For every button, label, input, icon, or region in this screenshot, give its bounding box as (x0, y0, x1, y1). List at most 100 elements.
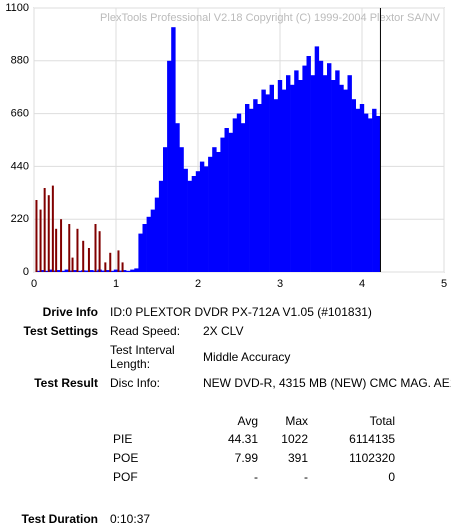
pie-bar (72, 270, 78, 272)
pie-bar (314, 46, 320, 273)
table-cell: 7.99 (234, 451, 258, 465)
pie-bar (228, 132, 233, 272)
pie-bar (113, 269, 119, 272)
x-tick-label: 2 (195, 278, 201, 290)
pie-bar (302, 65, 307, 272)
pie-bar (281, 89, 287, 272)
label: Test Interval Length: (110, 343, 175, 371)
pie-bar (126, 270, 131, 272)
pie-bar (240, 123, 246, 272)
pie-bar (318, 60, 324, 272)
pie-bar (277, 80, 283, 272)
pie-bar (343, 89, 348, 272)
pie-bar (117, 270, 123, 272)
poe-bar (47, 195, 50, 272)
x-tick-label: 5 (441, 278, 447, 290)
pie-bar (298, 80, 303, 272)
pie-bar (175, 123, 180, 272)
poe-bar (121, 262, 124, 272)
value: ID:0 PLEXTOR DVDR PX-712A V1.05 (#101831… (110, 305, 372, 319)
pie-bar (60, 270, 65, 272)
value: NEW DVD-R, 4315 MB (NEW) CMC MAG. AE1 (203, 376, 451, 390)
table-cell: 44.31 (227, 432, 258, 446)
pie-bar (331, 80, 336, 272)
pie-bar (40, 270, 45, 272)
pie-bar (286, 75, 291, 272)
x-tick-label: 1 (113, 278, 119, 290)
pie-bar (347, 75, 352, 272)
pie-bar (130, 269, 135, 272)
pie-bar (355, 108, 361, 272)
pie-bar (220, 137, 225, 272)
y-tick-label: 440 (11, 160, 29, 172)
pie-bar (183, 168, 188, 272)
pie-bar (44, 270, 49, 272)
pie-bar (171, 27, 176, 273)
pie-bar (146, 216, 151, 272)
pie-bar (269, 84, 274, 272)
poe-bar (35, 200, 38, 272)
poe-bar (109, 252, 112, 272)
poe-bar (68, 224, 71, 272)
pie-bar (208, 156, 213, 272)
table-cell: 0 (388, 470, 395, 484)
pie-bar (64, 269, 69, 272)
poe-bar (55, 228, 58, 272)
pie-bar (310, 75, 315, 272)
table-cell: 1022 (281, 432, 308, 446)
value: 2X CLV (203, 324, 244, 338)
pie-bar (204, 166, 209, 272)
pie-bar (89, 270, 94, 272)
pie-bar (68, 270, 74, 272)
pie-bar (249, 108, 254, 272)
x-tick-label: 3 (277, 278, 283, 290)
pie-bar (376, 116, 381, 272)
table-cell: POF (113, 470, 138, 484)
pie-bar (363, 113, 369, 272)
pie-bar (56, 270, 61, 272)
y-tick-label: 880 (11, 55, 29, 67)
y-tick-label: 660 (11, 108, 29, 120)
pie-bar (290, 84, 295, 272)
pie-bar (158, 180, 164, 272)
table-cell: POE (113, 451, 139, 465)
pie-bar (195, 171, 201, 272)
poe-bar (39, 209, 42, 272)
table-cell: Max (285, 414, 308, 428)
poe-bar (71, 257, 74, 272)
table-cell: Total (369, 414, 395, 428)
label: Test Result (34, 376, 98, 390)
pie-bar (339, 84, 344, 272)
pie-bar (322, 75, 328, 272)
pie-bar (109, 270, 115, 272)
table-cell: PIE (113, 432, 133, 446)
pie-bar (232, 118, 238, 273)
pie-bar (35, 270, 41, 272)
pie-bar (224, 128, 229, 272)
pie-bar (372, 108, 377, 272)
pie-bar (257, 104, 262, 272)
poe-bar (117, 250, 120, 272)
poe-bar (104, 262, 107, 272)
pie-bar (187, 180, 192, 272)
label: Test Duration (21, 512, 98, 526)
y-tick-label: 0 (23, 266, 29, 278)
pie-bar (245, 104, 250, 272)
pie-bar (253, 99, 258, 272)
poe-bar (76, 228, 79, 272)
pie-bar (101, 270, 106, 272)
pie-bar (138, 233, 143, 272)
poe-bar (43, 188, 46, 272)
pie-bar (216, 152, 221, 272)
table-cell: 1102320 (349, 451, 395, 465)
table-cell: - (254, 470, 258, 484)
watermark: PlexTools Professional V2.18 Copyright (… (100, 12, 441, 24)
pie-bar (351, 99, 356, 272)
pie-bar (261, 89, 266, 272)
pie-bar (76, 270, 82, 272)
pie-bar (142, 224, 147, 272)
y-tick-label: 1100 (5, 2, 29, 14)
label: Test Settings (23, 324, 98, 338)
pie-bar (212, 147, 217, 272)
